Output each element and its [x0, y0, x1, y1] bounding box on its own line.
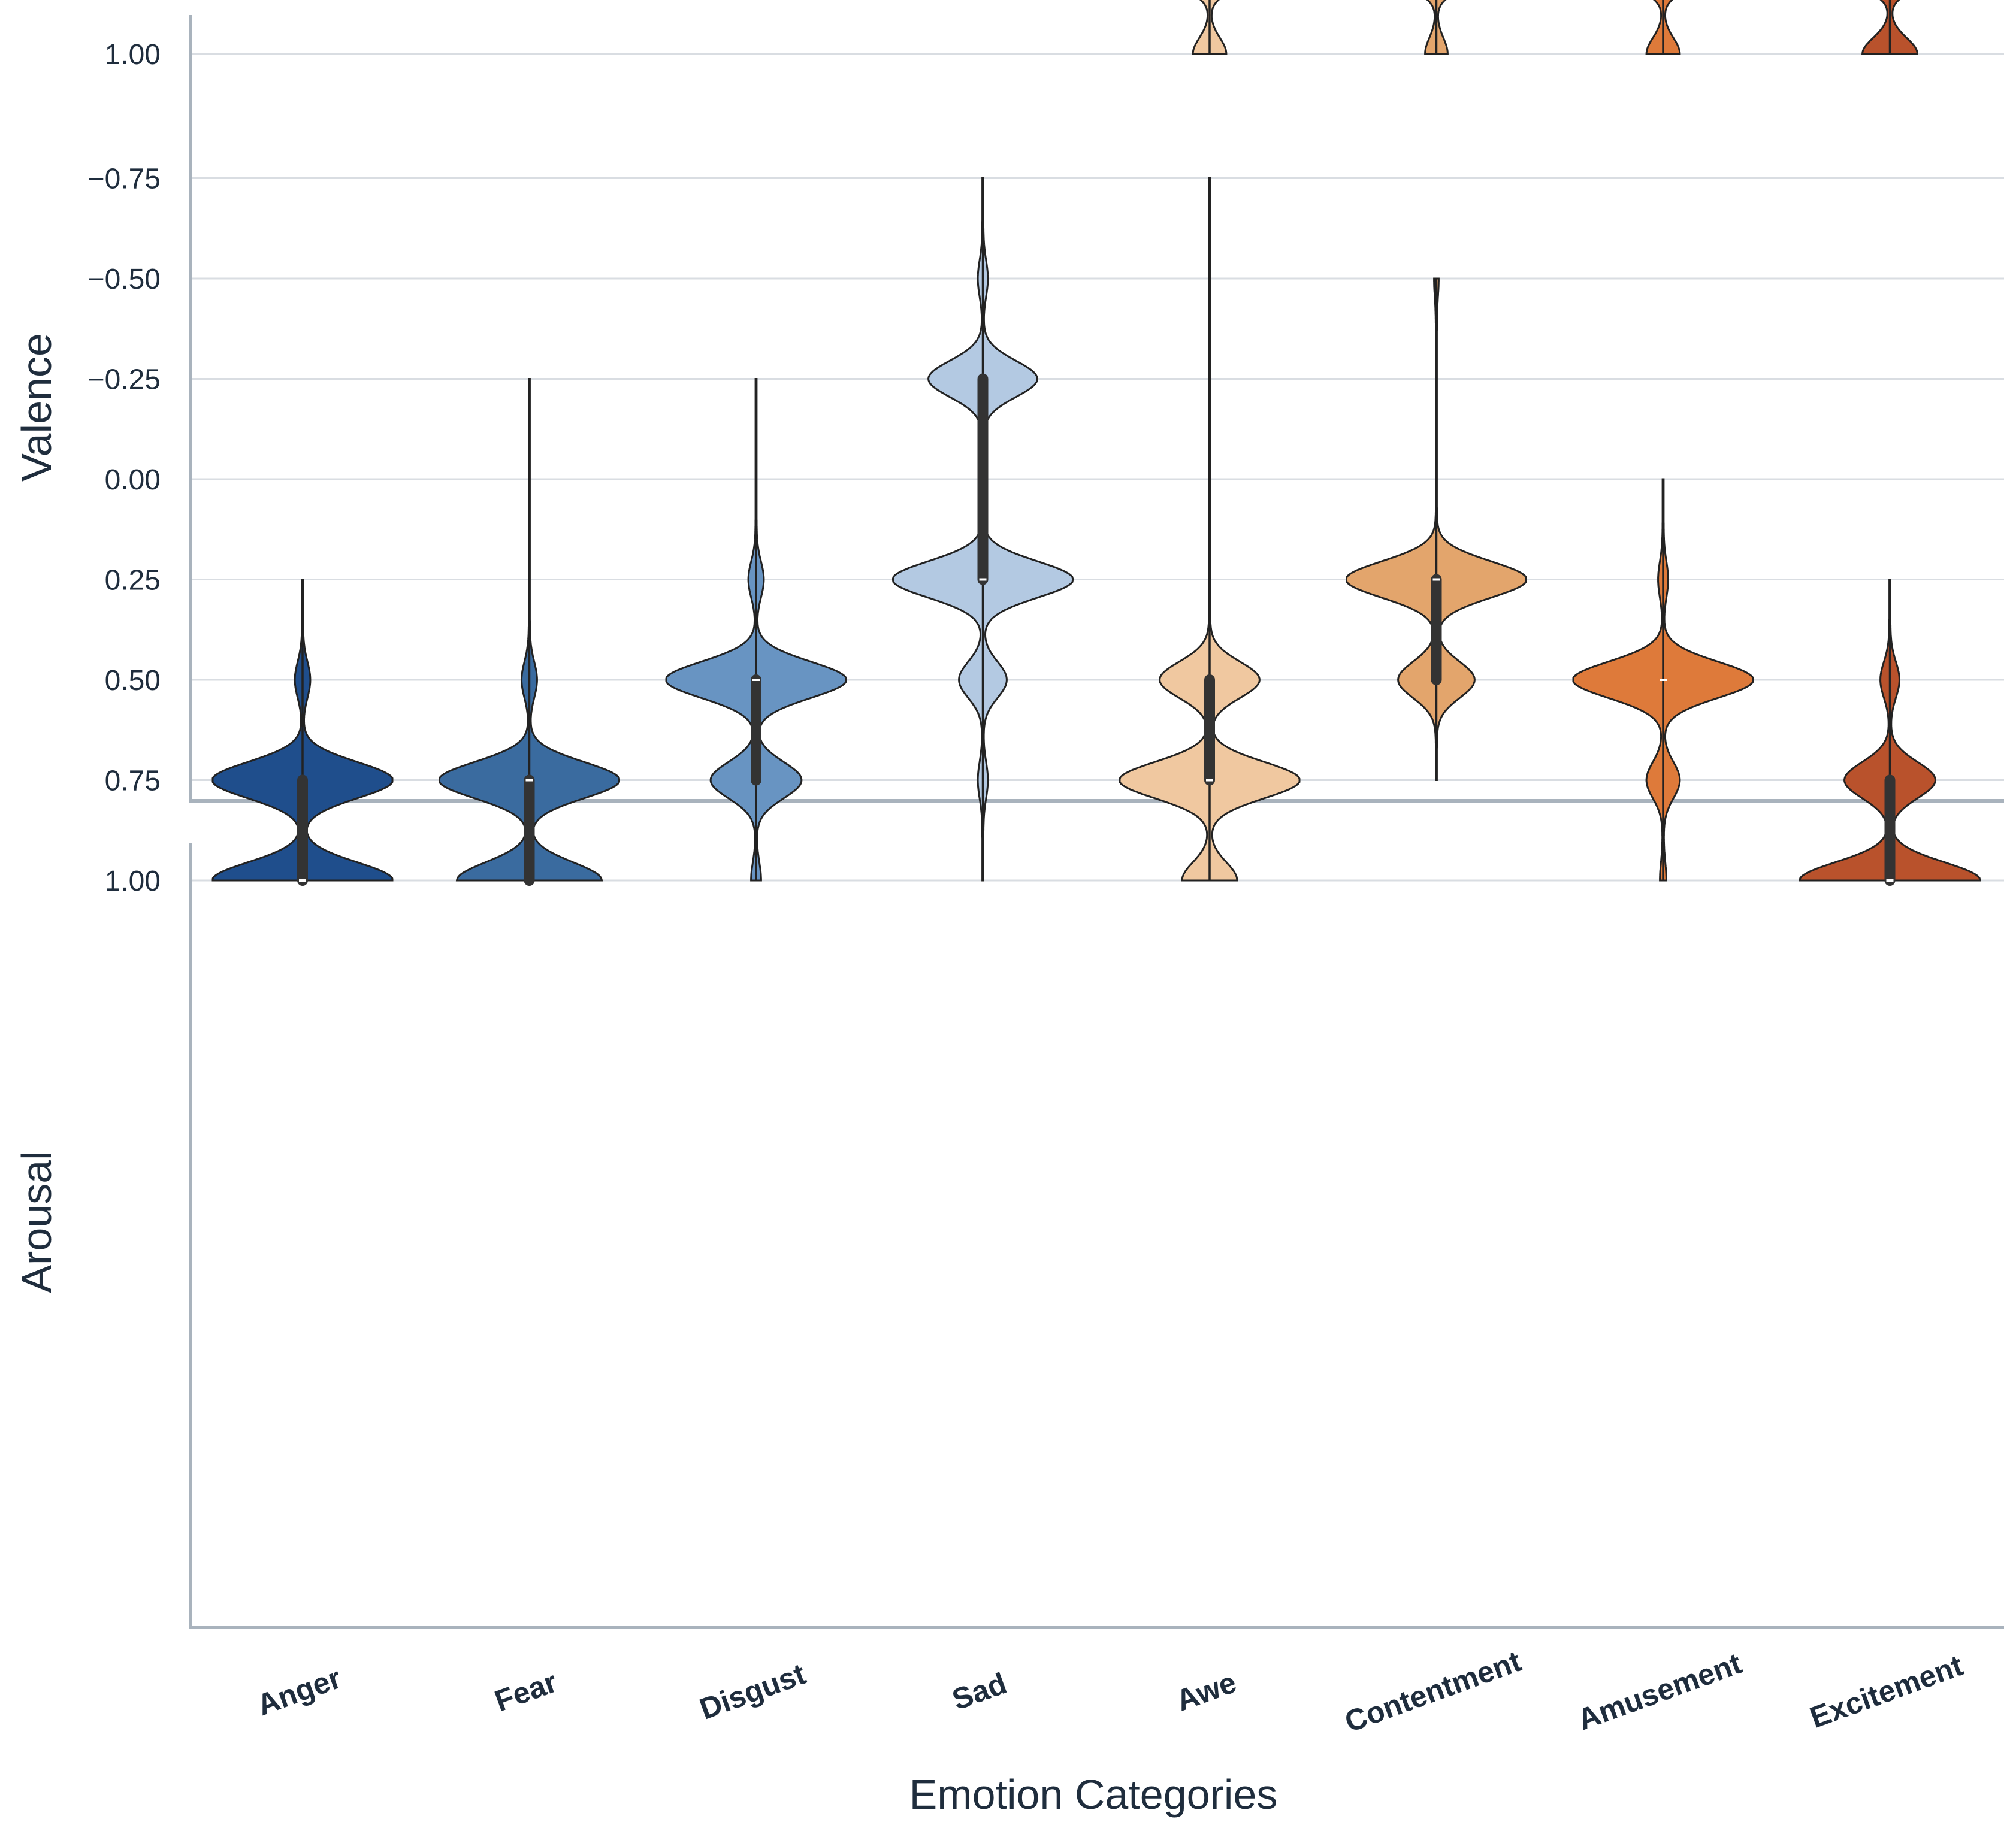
violin-contentment — [1346, 277, 1527, 781]
violin-disgust — [665, 378, 847, 882]
axis-spine — [189, 843, 2004, 1629]
y-axis-label-valence: Valence — [13, 333, 60, 482]
violin-amusement — [1572, 478, 1754, 882]
valence-panel: 1.000.750.500.250.00−0.25−0.50−0.75−1.00 — [105, 0, 2004, 803]
arousal-panel: 1.00 0.75 0.50 0.25 0.00 −0.25 −0.50 −0.75 — [88, 164, 2004, 1629]
violin-excitement — [1861, 0, 1919, 55]
violin-fear — [439, 378, 620, 886]
violin-amusement — [1645, 0, 1681, 55]
y-tick-label: 0.50 — [105, 665, 161, 697]
violin-excitement — [1799, 579, 1981, 886]
y-tick-label: 0.00 — [105, 464, 161, 496]
x-tick-label: Disgust — [695, 1657, 810, 1726]
y-tick-label: 1.00 — [105, 865, 161, 897]
violin-awe — [1192, 0, 1228, 55]
x-axis-label: Emotion Categories — [909, 1771, 1278, 1818]
x-tick-label: Amusement — [1573, 1647, 1746, 1737]
violin-anger — [211, 579, 394, 886]
y-tick-label: 0.75 — [105, 765, 161, 797]
violin-contentment — [1424, 0, 1449, 55]
category-tick-labels: Anger Fear Disgust Sad Awe Contentment Amuseme… — [253, 1644, 1967, 1739]
y-tick-label: 0.25 — [105, 565, 161, 597]
axis-spine — [189, 15, 2004, 803]
y-tick-label: 1.00 — [105, 39, 161, 71]
y-tick-label: −0.25 — [88, 364, 161, 396]
x-tick-label: Anger — [253, 1661, 346, 1722]
x-tick-label: Awe — [1172, 1665, 1241, 1717]
violin-sad — [892, 177, 1074, 882]
x-tick-label: Excitement — [1806, 1648, 1967, 1735]
y-tick-label: −0.75 — [88, 164, 161, 195]
x-tick-label: Fear — [490, 1665, 561, 1718]
y-axis-label-arousal: Arousal — [13, 1151, 60, 1293]
x-tick-label: Sad — [948, 1666, 1011, 1717]
violin-awe — [1119, 177, 1301, 882]
y-tick-label: −0.50 — [88, 264, 161, 295]
x-tick-label: Contentment — [1340, 1644, 1525, 1739]
